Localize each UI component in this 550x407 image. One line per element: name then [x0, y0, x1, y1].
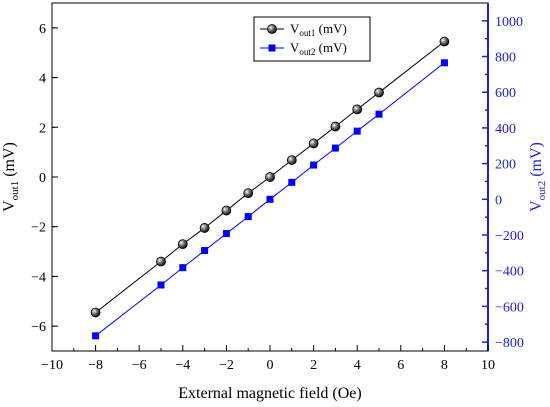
y-right-tick-label: 1000 [495, 15, 523, 30]
x-tick-label: −10 [41, 358, 63, 373]
y-left-tick-label: −2 [31, 221, 46, 236]
series-1-point [199, 223, 210, 233]
series-1-point [156, 256, 166, 267]
series-1-point [90, 307, 101, 318]
y-left-tick-label: 2 [39, 121, 46, 136]
y-right-tick-label: 200 [495, 158, 516, 173]
series-1-point [439, 36, 450, 47]
y-right-tick-label: −400 [495, 265, 524, 280]
series-2-point [310, 161, 318, 169]
y-axis-left-label: Vout1 (mV) [1, 142, 21, 212]
x-tick-label: −2 [219, 358, 234, 373]
x-tick-label: 4 [354, 358, 361, 373]
x-tick-label: 6 [397, 358, 404, 373]
series-2-point [157, 281, 165, 289]
series-2-point [375, 110, 383, 118]
x-tick-label: −8 [88, 358, 103, 373]
series-2-point [201, 247, 209, 255]
series-2-point [92, 332, 100, 340]
series-1-point [177, 239, 188, 250]
x-tick-label: 2 [310, 358, 317, 373]
y-right-tick-label: −200 [495, 229, 524, 244]
series-2-point [440, 59, 448, 67]
marks-layer: −10 −8 −6 −4 −2 0 2 4 6 8 10 −6 −4 −2 0 2 4 6 −800 −600 −400… [31, 15, 524, 373]
series-2-point [266, 195, 274, 203]
series-1-point [243, 188, 254, 199]
series-1-point [286, 155, 297, 165]
y-right-tick-label: 0 [495, 193, 502, 208]
series-1-point [330, 121, 341, 132]
series-2-point [244, 213, 252, 221]
y-left-tick-label: −4 [31, 270, 46, 285]
series-1-point [352, 104, 363, 115]
y-right-tick-label: 400 [495, 122, 516, 137]
legend-label-1: Vout1 (mV) [290, 21, 347, 38]
series-1-point [221, 205, 232, 216]
legend-marker-2 [268, 44, 276, 52]
series-1-point [374, 87, 384, 98]
y-right-tick-label: −600 [495, 300, 524, 315]
y-left-tick-label: −6 [31, 320, 46, 335]
series-2-point [353, 127, 361, 135]
x-tick-label: 0 [267, 358, 274, 373]
y-left-tick-label: 6 [39, 22, 46, 37]
x-tick-label: −6 [132, 358, 147, 373]
y-right-tick-label: 800 [495, 51, 516, 66]
series-1-point [308, 138, 319, 149]
x-axis-label: External magnetic field (Oe) [178, 385, 361, 402]
series-2-point [179, 264, 187, 272]
y-axis-right-label: Vout2 (mV) [528, 142, 548, 212]
legend: Vout1 (mV) Vout2 (mV) [253, 16, 371, 62]
series-1-point [265, 172, 275, 182]
series-2-point [288, 178, 296, 186]
series-2-point [331, 144, 339, 152]
legend-label-2: Vout2 (mV) [290, 40, 347, 57]
series-2-point [222, 230, 230, 238]
legend-marker-1 [267, 24, 277, 34]
y-left-tick-label: 0 [39, 171, 46, 186]
x-tick-label: 10 [481, 358, 495, 373]
x-tick-label: 8 [441, 358, 448, 373]
y-left-tick-label: 4 [39, 72, 46, 87]
x-tick-label: −4 [175, 358, 190, 373]
y-right-tick-label: −800 [495, 336, 524, 351]
y-right-tick-label: 600 [495, 86, 516, 101]
